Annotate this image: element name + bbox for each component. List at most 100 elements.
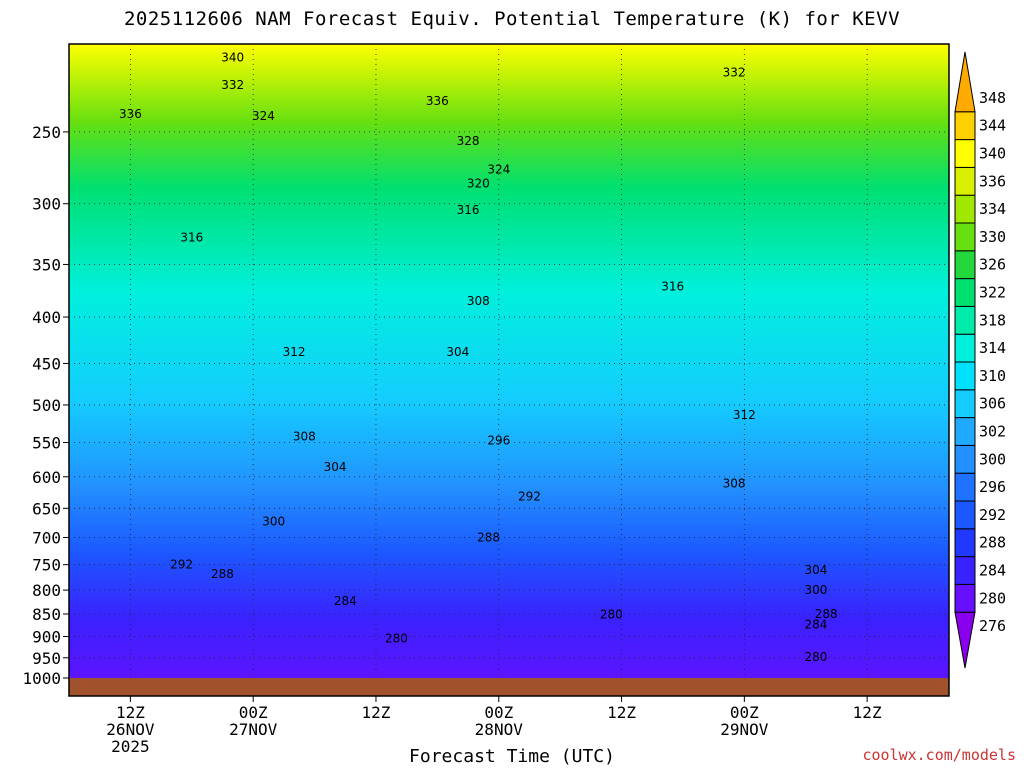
contour-label: 284: [334, 594, 357, 608]
colorbar-level-label: 302: [979, 423, 1006, 441]
colorbar-level-label: 326: [979, 256, 1006, 274]
colorbar-swatch: [954, 166, 976, 196]
colorbar-level-label: 314: [979, 339, 1006, 357]
y-tick-label: 850: [32, 605, 61, 624]
x-tick-label: 26NOV: [106, 720, 155, 739]
contour-label: 288: [211, 567, 234, 581]
chart-title: 2025112606 NAM Forecast Equiv. Potential…: [123, 8, 901, 30]
y-tick-label: 800: [32, 581, 61, 600]
x-tick-label: 12Z: [853, 703, 882, 722]
y-tick-label: 550: [32, 433, 61, 452]
contour-label: 288: [477, 530, 500, 544]
colorbar-swatch: [954, 278, 976, 307]
contour-label: 304: [324, 460, 347, 474]
x-tick-label: 2025: [111, 737, 150, 756]
y-tick-label: 750: [32, 556, 61, 575]
colorbar-level-label: 330: [979, 228, 1006, 246]
colorbar-swatch: [954, 556, 976, 585]
colorbar-level-label: 306: [979, 395, 1006, 413]
y-tick-label: 500: [32, 396, 61, 415]
contour-label: 312: [283, 345, 306, 359]
colorbar-swatch: [954, 139, 976, 168]
contour-label: 288: [815, 607, 838, 621]
colorbar-swatch: [954, 194, 976, 224]
colorbar-level-label: 284: [979, 562, 1006, 580]
colorbar-swatch: [954, 222, 976, 252]
colorbar-level-label: 292: [979, 506, 1006, 524]
colorbar-level-label: 310: [979, 367, 1006, 385]
x-tick-label: 12Z: [116, 703, 145, 722]
contour-label: 292: [170, 558, 193, 572]
y-tick-label: 250: [32, 123, 61, 142]
colorbar-level-label: 344: [979, 117, 1006, 135]
y-tick-label: 900: [32, 627, 61, 646]
colorbar-swatch: [954, 305, 976, 335]
colorbar-swatch: [954, 583, 976, 613]
contour-label: 328: [457, 134, 480, 148]
contour-label: 308: [293, 430, 316, 444]
colorbar-level-label: 334: [979, 200, 1006, 218]
colorbar-level-label: 296: [979, 478, 1006, 496]
colorbar-level-label: 280: [979, 589, 1006, 607]
colorbar-swatch: [954, 417, 976, 446]
colorbar-level-label: 288: [979, 534, 1006, 552]
contour-label: 320: [467, 177, 490, 191]
y-tick-label: 650: [32, 499, 61, 518]
contour-label: 340: [221, 51, 244, 65]
colorbar-level-label: 322: [979, 284, 1006, 302]
contour-label: 316: [180, 231, 203, 245]
contour-label: 308: [723, 476, 746, 490]
colorbar-swatch: [954, 111, 976, 141]
contour-label: 304: [805, 563, 828, 577]
credit-text: coolwx.com/models: [862, 746, 1016, 764]
x-axis-label: Forecast Time (UTC): [409, 746, 615, 767]
y-tick-label: 950: [32, 649, 61, 668]
colorbar-swatch: [954, 500, 976, 530]
contour-label: 280: [600, 607, 623, 621]
colorbar-swatch: [954, 472, 976, 502]
contour-label: 304: [446, 345, 469, 359]
x-tick-label: 00Z: [484, 703, 513, 722]
colorbar-level-label: 340: [979, 145, 1006, 163]
colorbar-swatch: [954, 250, 976, 280]
ground-strip: [69, 678, 949, 696]
contour-label: 284: [805, 617, 828, 631]
colorbar-level-label: 300: [979, 450, 1006, 468]
y-tick-label: 450: [32, 354, 61, 373]
contour-label: 336: [426, 94, 449, 108]
contour-label: 332: [221, 78, 244, 92]
x-tick-label: 27NOV: [229, 720, 278, 739]
plot-frame: [68, 43, 950, 697]
colorbar-swatch: [954, 389, 976, 419]
y-tick-label: 350: [32, 255, 61, 274]
x-tick-label: 12Z: [362, 703, 391, 722]
colorbar-swatch: [954, 528, 976, 558]
contour-label: 316: [457, 203, 480, 217]
contour-label: 324: [252, 109, 275, 123]
colorbar-level-label: 348: [979, 89, 1006, 107]
x-tick-label: 28NOV: [475, 720, 524, 739]
x-tick-label: 29NOV: [720, 720, 769, 739]
y-tick-label: 300: [32, 195, 61, 214]
contour-label: 292: [518, 490, 541, 504]
contour-label: 324: [487, 162, 510, 176]
contour-label: 312: [733, 408, 756, 422]
contour-label: 316: [661, 279, 684, 293]
x-tick-label: 12Z: [607, 703, 636, 722]
contour-label: 300: [805, 583, 828, 597]
contour-label: 296: [487, 433, 510, 447]
contour-label: 308: [467, 294, 490, 308]
x-tick-label: 00Z: [239, 703, 268, 722]
colorbar-swatch: [954, 444, 976, 474]
contour-label: 280: [805, 650, 828, 664]
y-tick-label: 600: [32, 468, 61, 487]
colorbar-swatch: [954, 333, 976, 363]
colorbar-level-label: 318: [979, 311, 1006, 329]
y-tick-label: 700: [32, 528, 61, 547]
x-tick-label: 00Z: [730, 703, 759, 722]
colorbar-bottom-arrow: [954, 611, 976, 669]
contour-label: 332: [723, 65, 746, 79]
y-tick-label: 400: [32, 308, 61, 327]
contour-label: 300: [262, 514, 285, 528]
